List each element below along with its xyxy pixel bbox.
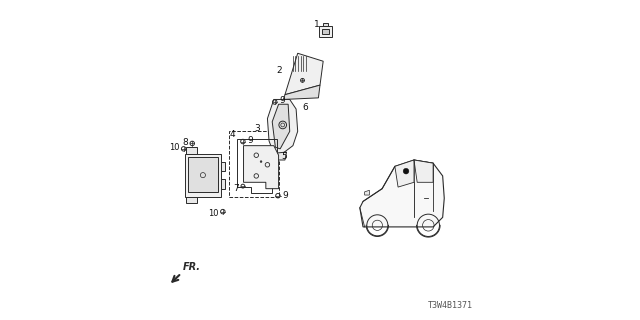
Text: 6: 6 [303,103,308,112]
Polygon shape [188,157,218,192]
Text: 9: 9 [247,136,253,145]
Polygon shape [360,160,444,227]
Polygon shape [365,190,369,195]
Polygon shape [321,29,329,34]
Polygon shape [221,179,225,189]
Polygon shape [269,152,287,160]
Polygon shape [319,26,332,37]
Text: T3W4B1371: T3W4B1371 [428,301,473,310]
Polygon shape [272,104,290,149]
Polygon shape [184,154,221,197]
Bar [229,131,278,197]
Polygon shape [268,100,298,155]
Circle shape [260,161,262,163]
Text: 9: 9 [279,96,285,105]
Polygon shape [244,146,278,189]
Polygon shape [285,53,323,95]
Polygon shape [284,85,320,100]
Text: 10: 10 [208,209,219,218]
Text: 3: 3 [254,124,260,132]
Circle shape [403,168,409,174]
Polygon shape [395,160,414,187]
Polygon shape [323,23,328,26]
Polygon shape [221,162,225,171]
Text: 4: 4 [230,130,236,139]
Text: 1: 1 [314,20,319,29]
Polygon shape [186,147,197,154]
Text: 8: 8 [182,138,188,147]
Text: 5: 5 [282,152,287,161]
Text: 10: 10 [169,143,179,152]
Polygon shape [186,197,197,203]
Text: FR.: FR. [183,261,201,271]
Polygon shape [414,160,433,182]
Text: 9: 9 [282,190,288,200]
Text: 2: 2 [276,66,282,75]
Text: 7: 7 [233,184,239,193]
